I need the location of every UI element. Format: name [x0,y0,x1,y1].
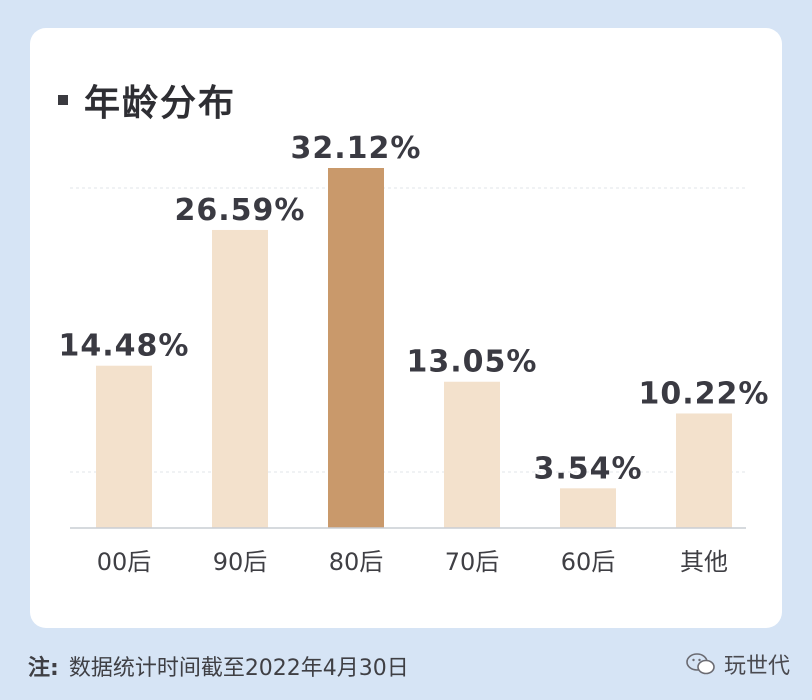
wechat-icon [686,653,715,675]
data-label-5: 10.22% [639,376,770,411]
footnote-label: 注: [28,656,59,681]
bar-1 [212,229,268,528]
title-bullet [58,95,68,105]
chart-title-row: 年龄分布 [58,74,236,126]
category-label-1: 90后 [213,548,268,576]
brand: 玩世代 [686,648,790,680]
chart-card: 14.48% 00后 26.59% 90后 32.12% 80后 13.05% 70后 3.54… [30,28,782,628]
footnote: 注: 数据统计时间截至2022年4月30日 [28,650,409,682]
data-label-4: 3.54% [533,451,642,486]
brand-name: 玩世代 [723,654,790,679]
bar-3 [444,381,500,528]
bar-chart: 14.48% 00后 26.59% 90后 32.12% 80后 13.05% 70后 3.54… [59,131,770,576]
category-label-4: 60后 [561,548,616,576]
category-label-0: 00后 [97,548,152,576]
bar-0 [96,365,152,528]
data-label-1: 26.59% [175,193,306,228]
chart-title: 年龄分布 [84,83,237,124]
footnote-text: 数据统计时间截至2022年4月30日 [68,656,409,681]
data-label-0: 14.48% [59,329,190,364]
data-label-3: 13.05% [407,345,538,380]
category-label-3: 70后 [445,548,500,576]
data-label-2: 32.12% [291,131,422,166]
category-label-2: 80后 [329,548,384,576]
bar-4 [560,488,616,528]
bar-5 [676,413,732,528]
category-label-5: 其他 [680,548,728,576]
bar-2 [328,168,384,528]
